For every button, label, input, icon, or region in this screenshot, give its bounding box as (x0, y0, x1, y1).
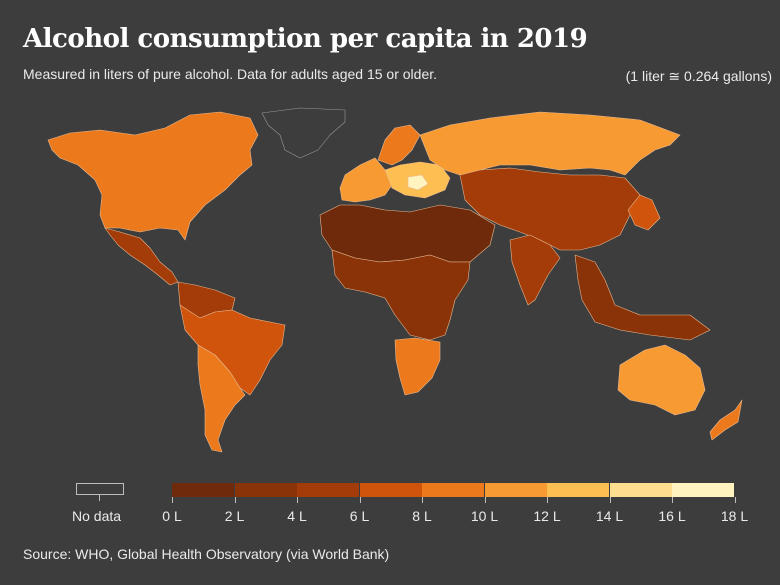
legend-tick-label: 2 L (224, 508, 245, 524)
map-region-australia (617, 344, 706, 416)
legend-tick-label: 6 L (349, 508, 370, 524)
map-region-southern-africa (394, 337, 441, 396)
legend-bin-14-16 (609, 483, 672, 497)
map-region-greenland (261, 107, 346, 159)
legend-tick (172, 497, 173, 503)
no-data-swatch (76, 483, 124, 495)
legend-bin-0-2 (172, 483, 234, 497)
map-region-new-zealand (709, 399, 743, 441)
legend-tick (484, 497, 486, 503)
legend-tick (672, 497, 673, 503)
legend-bin-16-18 (672, 483, 734, 497)
legend-tick (422, 497, 423, 503)
source-note: Source: WHO, Global Health Observatory (… (23, 546, 390, 562)
legend-tick-label: 16 L (658, 508, 686, 524)
map-region-north-africa-middle-east (319, 204, 496, 263)
legend-tick-label: 18 L (720, 508, 749, 524)
no-data-tick (99, 495, 100, 501)
legend-bin-12-14 (547, 483, 609, 497)
legend-tick (734, 497, 736, 503)
map-region-scandinavia (377, 124, 421, 166)
no-data-label: No data (72, 508, 122, 524)
legend-bin-4-6 (297, 483, 359, 497)
legend-tick (234, 497, 236, 503)
map-region-central-east-asia-china-kazakhstan-mongolia (459, 167, 641, 251)
map-region-mexico-central-america (104, 227, 179, 286)
legend-tick-label: 8 L (412, 508, 432, 524)
legend-bin-2-4 (234, 483, 297, 497)
map-region-north-america-usa-canada (47, 111, 259, 241)
map-region-argentina-chile (197, 344, 246, 453)
chart-subtitle: Measured in liters of pure alcohol. Data… (23, 66, 438, 82)
world-map (47, 107, 743, 453)
map-region-japan-korea (627, 194, 661, 231)
map-region-romania (407, 174, 429, 191)
legend-bin-6-8 (359, 483, 422, 497)
map-region-southeast-asia (574, 254, 711, 341)
color-legend: No data 0 L 2 L 4 L 6 L 8 L 10 L 12 L 14 L 16 L 1… (0, 480, 780, 530)
map-region-russia (419, 111, 681, 176)
legend-tick-label: 0 L (162, 508, 182, 524)
legend-tick-label: 10 L (470, 508, 499, 524)
map-region-western-europe (339, 157, 393, 203)
map-region-india (509, 234, 561, 306)
legend-tick-label: 14 L (595, 508, 624, 524)
legend-tick (297, 497, 298, 503)
legend-bin-10-12 (484, 483, 547, 497)
chart-title: Alcohol consumption per capita in 2019 (23, 24, 588, 54)
legend-tick-label: 4 L (287, 508, 307, 524)
legend-bin-8-10 (422, 483, 484, 497)
legend-tick (609, 497, 611, 503)
map-region-sub-saharan-africa (331, 249, 471, 341)
legend-tick-label: 12 L (533, 508, 561, 524)
legend-tick (359, 497, 361, 503)
unit-conversion-note: (1 liter ≅ 0.264 gallons) (625, 68, 772, 84)
legend-tick (547, 497, 548, 503)
